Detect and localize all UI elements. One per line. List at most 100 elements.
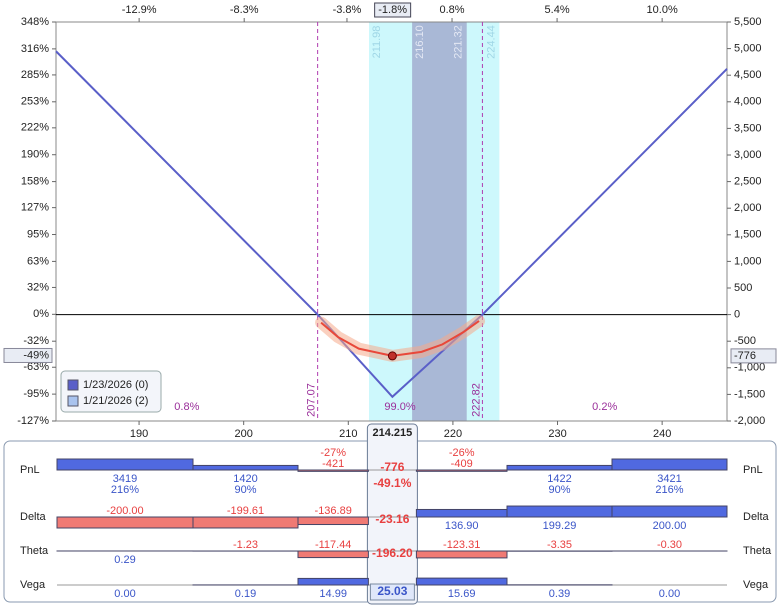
plot-frame — [55, 21, 728, 422]
probability-label: 0.8% — [174, 401, 199, 413]
cursor-x-label: 214.215 — [373, 427, 413, 439]
row-label: Vega — [743, 579, 769, 591]
y-tick-label: 0 — [734, 309, 740, 321]
y2-tick-label: 253% — [21, 96, 49, 108]
line — [55, 50, 728, 399]
greek-value: 0.00 — [114, 588, 135, 600]
greek-value: -409 — [451, 458, 473, 470]
greek-value: -776 — [380, 460, 404, 474]
y-tick-label: 2,000 — [734, 202, 762, 214]
greek-value: 0.19 — [235, 588, 256, 600]
y2-tick-label: 127% — [21, 202, 49, 214]
x2-tick-label: 5.4% — [545, 4, 570, 16]
y-tick-label: 4,500 — [734, 69, 762, 81]
cursor-y-box — [730, 348, 777, 364]
y-tick-label: 500 — [734, 282, 752, 294]
greek-percent: -26% — [449, 447, 475, 459]
row-label: Delta — [20, 511, 47, 523]
y2-tick-label: -63% — [23, 361, 49, 373]
x2-tick-label: 0.8% — [439, 4, 464, 16]
greek-value: 3419 — [113, 473, 137, 485]
greek-bar — [297, 516, 369, 526]
greek-bar — [415, 469, 508, 472]
greek-value: -23.16 — [375, 512, 409, 526]
greek-percent: 216% — [655, 484, 683, 496]
cursor-x2-box — [374, 2, 412, 18]
y-tick-label: 3,500 — [734, 122, 762, 134]
greek-bar — [192, 516, 299, 529]
greek-value: 1420 — [233, 473, 257, 485]
y2-tick-label: 95% — [27, 228, 49, 240]
greek-bar — [506, 464, 613, 471]
greek-value: 0.00 — [659, 588, 680, 600]
y-tick-label: -2,000 — [734, 415, 765, 427]
greek-bar — [56, 458, 194, 471]
greek-value: 136.90 — [445, 520, 479, 532]
x-tick-label: 220 — [444, 428, 462, 440]
band-label: 221.32 — [453, 25, 465, 59]
cursor-y-label: -776 — [734, 350, 756, 362]
breakeven-label: 207.07 — [306, 383, 318, 417]
greek-value: 1422 — [547, 473, 571, 485]
y2-tick-label: 222% — [21, 122, 49, 134]
x-tick-label: 240 — [653, 428, 671, 440]
greek-percent: -49.1% — [373, 476, 411, 490]
y-tick-label: 5,500 — [734, 16, 762, 28]
greek-value: -200.00 — [106, 505, 143, 517]
y2-tick-label: 190% — [21, 149, 49, 161]
greek-value: -117.44 — [315, 539, 352, 551]
y2-tick-label: 32% — [27, 281, 49, 293]
greek-percent: -27% — [320, 447, 346, 459]
greek-value: 3421 — [657, 473, 681, 485]
cursor-y2-label: -49% — [23, 349, 49, 361]
greek-value: 0.29 — [114, 554, 135, 566]
y-tick-label: -1,500 — [734, 388, 765, 400]
x-tick-label: 190 — [130, 428, 148, 440]
greek-value: -3.35 — [547, 539, 572, 551]
y2-tick-label: -95% — [23, 388, 49, 400]
cursor-point — [387, 351, 397, 361]
greek-bar — [415, 550, 508, 559]
greek-percent: 90% — [234, 484, 256, 496]
y-tick-label: -500 — [734, 335, 756, 347]
x2-tick-label: -8.3% — [230, 4, 259, 16]
x2-tick-label: -12.9% — [122, 4, 157, 16]
greek-value: -1.23 — [233, 539, 258, 551]
probability-label: 99.0% — [384, 401, 415, 413]
cursor-x2-label: -1.8% — [378, 4, 407, 16]
y-tick-label: 3,000 — [734, 149, 762, 161]
greek-value: 0.39 — [549, 588, 570, 600]
greek-bar — [297, 550, 369, 559]
row-label: Theta — [743, 545, 772, 557]
greek-value: -199.61 — [227, 505, 264, 517]
x-tick-label: 210 — [339, 428, 357, 440]
y2-tick-label: 63% — [27, 255, 49, 267]
breakeven-label: 222.82 — [470, 383, 482, 417]
row-label: PnL — [20, 464, 40, 476]
greek-value: 15.69 — [448, 588, 476, 600]
y2-tick-label: 158% — [21, 176, 49, 188]
greek-value: -123.31 — [443, 539, 480, 551]
row-label: Delta — [743, 511, 770, 523]
y-tick-label: 2,500 — [734, 176, 762, 188]
greek-value: -0.30 — [657, 539, 682, 551]
y-tick-label: 1,000 — [734, 255, 762, 267]
greek-value: 14.99 — [319, 588, 347, 600]
y-tick-label: 1,500 — [734, 229, 762, 241]
greek-bar — [415, 508, 508, 518]
x-tick-label: 230 — [548, 428, 566, 440]
x2-tick-label: 10.0% — [647, 4, 678, 16]
greek-value: 199.29 — [543, 520, 577, 532]
y2-tick-label: 0% — [33, 308, 49, 320]
y-tick-label: -1,000 — [734, 362, 765, 374]
greek-percent: 216% — [111, 484, 139, 496]
row-label: Vega — [20, 579, 46, 591]
greek-value: -421 — [322, 458, 344, 470]
greek-bar — [611, 505, 728, 518]
y2-tick-label: 316% — [21, 43, 49, 55]
current-value-box — [369, 583, 415, 601]
greek-bar — [192, 464, 299, 471]
legend-label: 1/21/2026 (2) — [83, 395, 148, 407]
band-label: 211.98 — [371, 26, 383, 59]
